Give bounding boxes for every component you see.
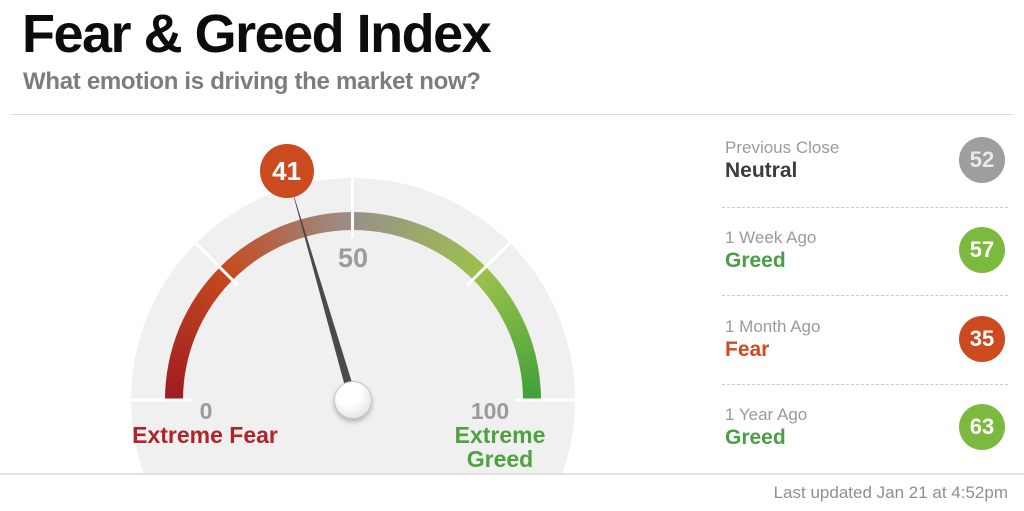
page-title: Fear & Greed Index: [22, 4, 492, 64]
gauge-tick-label-50: 50: [337, 243, 369, 273]
history-period: 1 Week Ago: [725, 228, 817, 247]
last-updated-text: Last updated Jan 21 at 4:52pm: [773, 483, 1008, 502]
history-sentiment: Greed: [725, 426, 786, 449]
card-bottom-divider: [0, 473, 1024, 475]
index-card: 50 0 100 Extreme Fear Extreme Greed Now:…: [0, 115, 1024, 473]
history-value-badge: 52: [959, 137, 1005, 183]
gauge-needle-hub: [334, 381, 372, 419]
history-period: Previous Close: [725, 138, 840, 157]
extreme-greed-caption: Extreme Greed: [454, 422, 546, 472]
history-row-previous-close: Previous Close Neutral 52: [725, 137, 1008, 187]
gauge-tick-50: [351, 175, 354, 238]
history-value-badge: 35: [959, 316, 1005, 362]
row-divider: [722, 295, 1008, 296]
history-row-1-week: 1 Week Ago Greed 57: [725, 227, 1008, 277]
fear-greed-gauge: 50 0 100 Extreme Fear Extreme Greed Now:…: [0, 115, 720, 473]
history-sentiment: Fear: [725, 338, 770, 361]
history-period: 1 Month Ago: [725, 317, 821, 336]
extreme-fear-caption: Extreme Fear: [132, 422, 278, 448]
history-sentiment: Neutral: [725, 159, 798, 182]
history-period: 1 Year Ago: [725, 405, 808, 424]
row-divider: [722, 384, 1008, 385]
history-row-1-month: 1 Month Ago Fear 35: [725, 316, 1008, 366]
gauge-tick-label-100: 100: [470, 398, 510, 424]
gauge-tick-label-0: 0: [199, 398, 213, 424]
history-panel: Previous Close Neutral 52 1 Week Ago Gre…: [722, 115, 1008, 473]
history-sentiment: Greed: [725, 249, 786, 272]
history-value-badge: 63: [959, 404, 1005, 450]
history-value-badge: 57: [959, 227, 1005, 273]
current-value-badge: 41: [259, 144, 314, 199]
header-divider: [10, 114, 1014, 115]
page-subtitle: What emotion is driving the market now?: [23, 68, 481, 95]
row-divider: [722, 207, 1008, 208]
history-row-1-year: 1 Year Ago Greed 63: [725, 404, 1008, 454]
